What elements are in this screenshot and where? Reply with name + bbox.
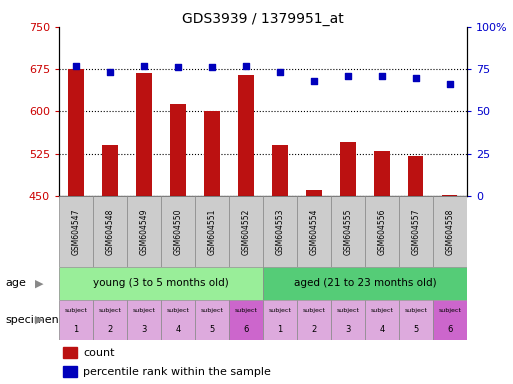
Text: GSM604557: GSM604557	[411, 208, 420, 255]
Text: GSM604555: GSM604555	[343, 208, 352, 255]
Point	[276, 70, 284, 76]
Text: 3: 3	[141, 325, 147, 334]
Bar	[229, 300, 263, 340]
Text: age: age	[5, 278, 26, 288]
Text: subject: subject	[303, 308, 325, 313]
Text: 1: 1	[73, 325, 78, 334]
Bar	[102, 145, 117, 196]
Point	[174, 65, 182, 71]
Bar	[68, 69, 84, 196]
Text: 5: 5	[413, 325, 419, 334]
Bar	[59, 300, 93, 340]
Bar	[408, 156, 424, 196]
Point	[140, 63, 148, 69]
Bar	[263, 267, 467, 300]
Bar	[297, 196, 331, 267]
Text: 6: 6	[447, 325, 452, 334]
Point	[344, 73, 352, 79]
Bar	[399, 300, 433, 340]
Text: ▶: ▶	[35, 278, 44, 288]
Title: GDS3939 / 1379951_at: GDS3939 / 1379951_at	[182, 12, 344, 26]
Point	[310, 78, 318, 84]
Text: GSM604552: GSM604552	[242, 208, 250, 255]
Point	[412, 74, 420, 81]
Bar	[374, 151, 389, 196]
Bar	[161, 300, 195, 340]
Bar	[442, 195, 458, 196]
Bar	[365, 196, 399, 267]
Text: subject: subject	[439, 308, 461, 313]
Point	[378, 73, 386, 79]
Text: GSM604554: GSM604554	[309, 208, 319, 255]
Text: subject: subject	[98, 308, 122, 313]
Bar	[238, 75, 253, 196]
Point	[208, 65, 216, 71]
Bar	[59, 196, 93, 267]
Text: 2: 2	[311, 325, 317, 334]
Bar	[127, 300, 161, 340]
Bar	[170, 104, 186, 196]
Text: subject: subject	[167, 308, 189, 313]
Bar	[93, 196, 127, 267]
Text: subject: subject	[370, 308, 393, 313]
Bar	[433, 300, 467, 340]
Bar	[59, 267, 263, 300]
Text: 5: 5	[209, 325, 214, 334]
Bar	[263, 196, 297, 267]
Text: GSM604547: GSM604547	[71, 208, 81, 255]
Bar	[272, 145, 288, 196]
Bar	[263, 300, 297, 340]
Bar	[331, 196, 365, 267]
Text: subject: subject	[65, 308, 87, 313]
Bar	[63, 366, 77, 377]
Bar	[195, 300, 229, 340]
Bar	[63, 347, 77, 358]
Text: 3: 3	[345, 325, 350, 334]
Text: subject: subject	[268, 308, 291, 313]
Bar	[340, 142, 356, 196]
Text: subject: subject	[404, 308, 427, 313]
Bar	[93, 300, 127, 340]
Text: GSM604548: GSM604548	[106, 208, 114, 255]
Bar	[331, 300, 365, 340]
Bar	[161, 196, 195, 267]
Text: subject: subject	[201, 308, 223, 313]
Text: GSM604551: GSM604551	[207, 208, 216, 255]
Bar	[195, 196, 229, 267]
Point	[106, 70, 114, 76]
Point	[446, 81, 454, 88]
Bar	[229, 196, 263, 267]
Text: 1: 1	[278, 325, 283, 334]
Point	[242, 63, 250, 69]
Text: subject: subject	[234, 308, 258, 313]
Bar	[399, 196, 433, 267]
Text: young (3 to 5 months old): young (3 to 5 months old)	[93, 278, 229, 288]
Text: GSM604550: GSM604550	[173, 208, 183, 255]
Bar	[136, 73, 152, 196]
Text: subject: subject	[132, 308, 155, 313]
Bar	[365, 300, 399, 340]
Bar	[306, 190, 322, 196]
Text: 4: 4	[175, 325, 181, 334]
Text: ▶: ▶	[35, 314, 44, 325]
Bar	[127, 196, 161, 267]
Text: 4: 4	[379, 325, 384, 334]
Text: GSM604553: GSM604553	[275, 208, 284, 255]
Bar	[297, 300, 331, 340]
Text: aged (21 to 23 months old): aged (21 to 23 months old)	[293, 278, 436, 288]
Text: GSM604556: GSM604556	[378, 208, 386, 255]
Text: 2: 2	[107, 325, 112, 334]
Bar	[204, 111, 220, 196]
Text: count: count	[84, 348, 115, 358]
Text: subject: subject	[337, 308, 359, 313]
Text: 6: 6	[243, 325, 249, 334]
Text: specimen: specimen	[5, 314, 59, 325]
Text: GSM604558: GSM604558	[445, 208, 455, 255]
Point	[72, 63, 80, 69]
Text: GSM604549: GSM604549	[140, 208, 148, 255]
Text: percentile rank within the sample: percentile rank within the sample	[84, 367, 271, 377]
Bar	[433, 196, 467, 267]
